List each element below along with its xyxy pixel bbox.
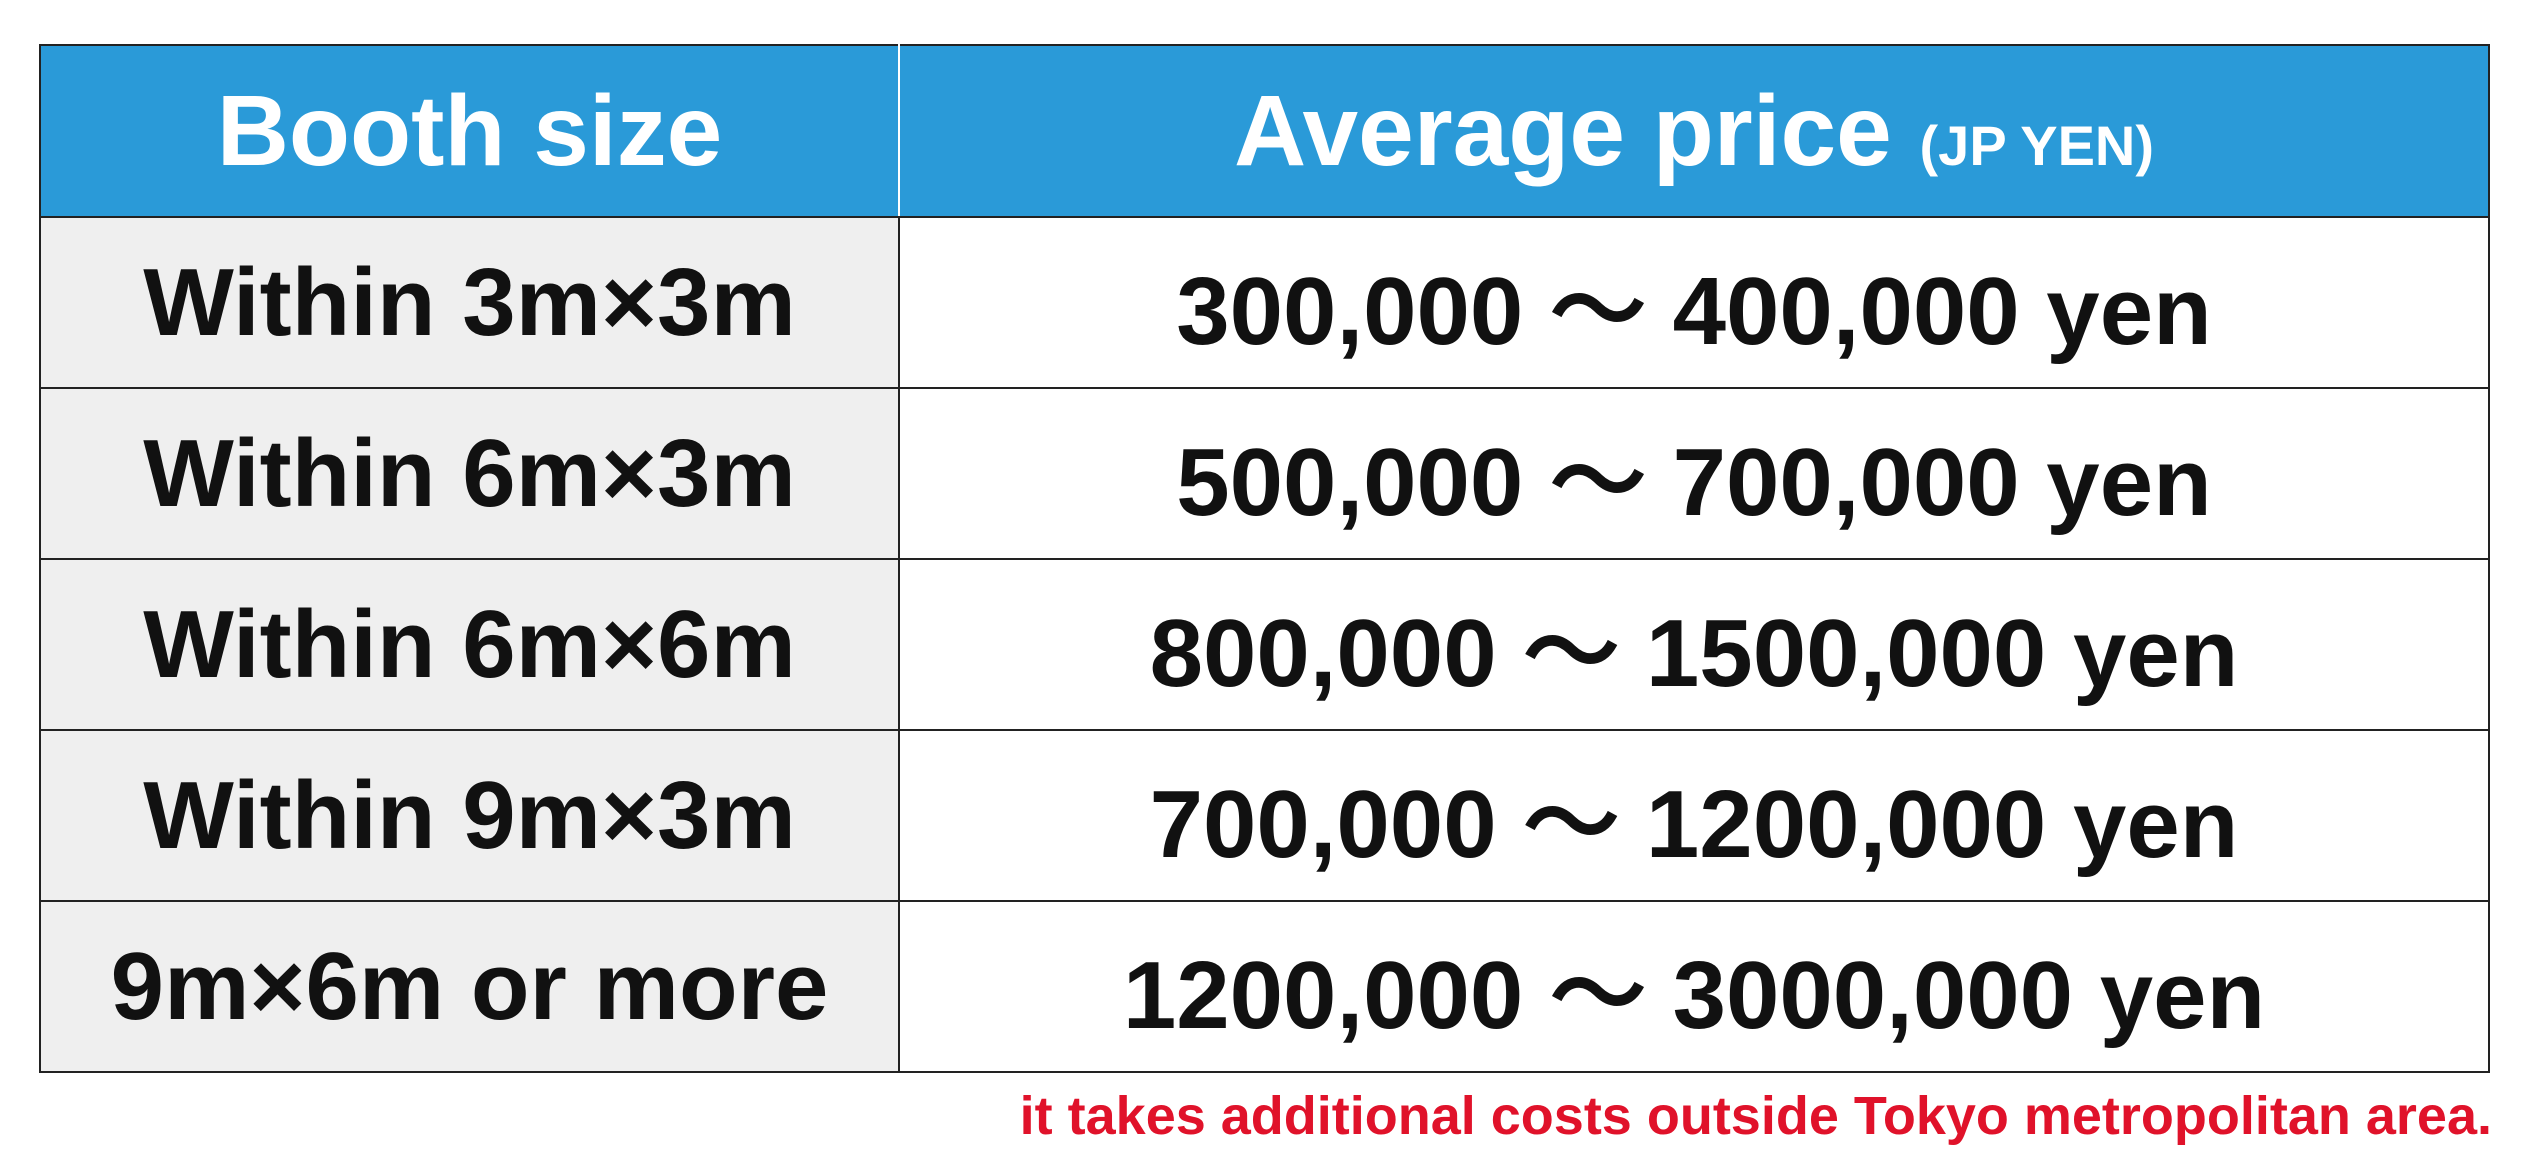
booth-size-cell: 9m×6m or more: [39, 900, 900, 1073]
price-cell: 500,000 ～ 700,000 yen: [898, 387, 2490, 560]
table-body: Within 3m×3m 300,000 ～ 400,000 yen Within …: [39, 216, 2490, 1073]
booth-size-cell: Within 3m×3m: [39, 216, 900, 389]
price-cell: 800,000 ～ 1500,000 yen: [898, 558, 2490, 731]
price-cell: 700,000 ～ 1200,000 yen: [898, 729, 2490, 902]
table-row: Within 3m×3m 300,000 ～ 400,000 yen: [39, 216, 2490, 389]
header-text: Booth size: [216, 74, 723, 187]
table-row: 9m×6m or more 1200,000 ～ 3000,000 yen: [39, 900, 2490, 1073]
table-row: Within 6m×6m 800,000 ～ 1500,000 yen: [39, 558, 2490, 731]
header-text: Average price: [1233, 74, 1892, 187]
booth-size-cell: Within 6m×3m: [39, 387, 900, 560]
table-row: Within 6m×3m 500,000 ～ 700,000 yen: [39, 387, 2490, 560]
header-cell: Average price (JP YEN): [898, 44, 2490, 218]
price-cell: 1200,000 ～ 3000,000 yen: [898, 900, 2490, 1073]
booth-size-cell: Within 6m×6m: [39, 558, 900, 731]
header-row: Booth size Average price (JP YEN): [39, 44, 2490, 218]
price-cell: 300,000 ～ 400,000 yen: [898, 216, 2490, 389]
table-row: Within 9m×3m 700,000 ～ 1200,000 yen: [39, 729, 2490, 902]
header-unit: (JP YEN): [1919, 113, 2155, 177]
booth-size-cell: Within 9m×3m: [39, 729, 900, 902]
price-table: Booth size Average price (JP YEN) Within…: [39, 44, 2490, 1073]
header-cell: Booth size: [39, 44, 900, 218]
footnote: it takes additional costs outside Tokyo …: [1019, 1086, 2492, 1146]
